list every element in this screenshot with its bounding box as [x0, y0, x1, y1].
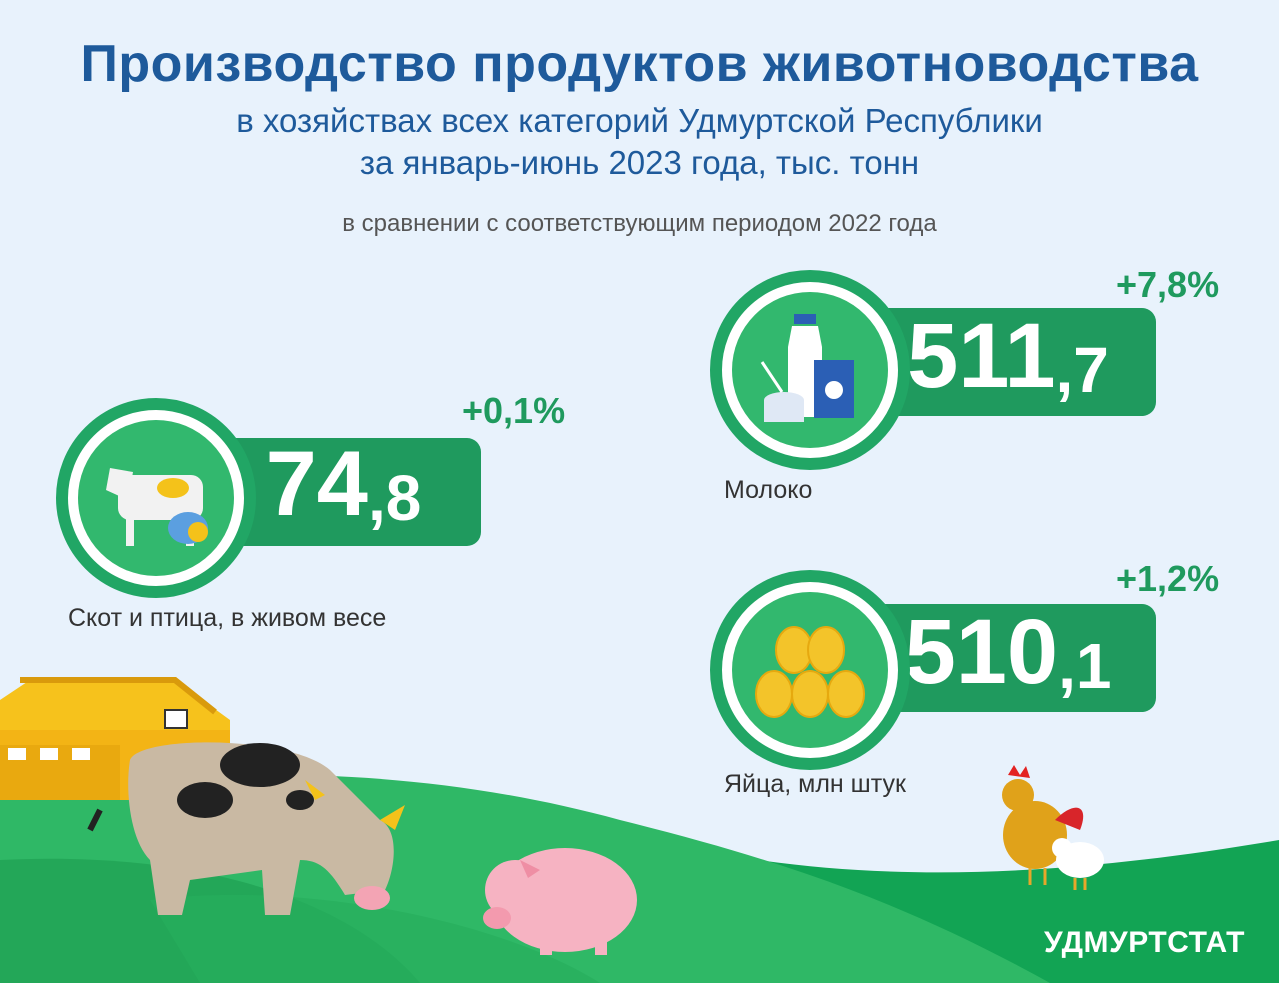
label-livestock: Скот и птица, в живом весе: [68, 604, 387, 632]
comparison-note: в сравнении с соответствующим периодом 2…: [342, 210, 937, 237]
value-decimal: ,7: [1055, 334, 1109, 406]
icon-ring: [710, 270, 910, 470]
change-percent: +0,1%: [462, 390, 566, 431]
stat-card-eggs: 510,1 +1,2%: [710, 558, 1219, 780]
value-integer: 511: [907, 305, 1056, 407]
change-percent: +1,2%: [1116, 558, 1220, 599]
value-decimal: ,8: [367, 462, 422, 534]
icon-ring: [56, 398, 256, 598]
pig-icon: [483, 848, 637, 955]
hen-icon: [1052, 838, 1104, 890]
stat-card-milk: 511,7 +7,8%: [710, 264, 1219, 480]
page-title: Производство продуктов животноводства: [80, 35, 1199, 93]
value-decimal: ,1: [1058, 630, 1112, 702]
label-milk: Молоко: [724, 476, 813, 504]
barn-icon: [0, 677, 230, 800]
brand-logo-text: УДМУРТСТАТ: [1044, 926, 1245, 959]
eggs-icon: [732, 592, 888, 748]
value-bar: 510,1: [860, 604, 1156, 712]
livestock-icon: [78, 420, 234, 576]
subtitle-line-1: в хозяйствах всех категорий Удмуртской Р…: [236, 102, 1043, 139]
stat-card-livestock: 74,8 +0,1%: [56, 390, 565, 608]
cow-icon: [87, 742, 405, 915]
value-integer: 510: [904, 601, 1059, 703]
rooster-icon: [1002, 765, 1084, 885]
label-eggs: Яйца, млн штук: [724, 770, 906, 798]
value-integer: 74: [265, 433, 368, 535]
change-percent: +7,8%: [1116, 264, 1220, 305]
subtitle-line-2: за январь-июнь 2023 года, тыс. тонн: [359, 144, 920, 181]
icon-ring: [710, 570, 910, 770]
milk-icon: [732, 292, 888, 448]
